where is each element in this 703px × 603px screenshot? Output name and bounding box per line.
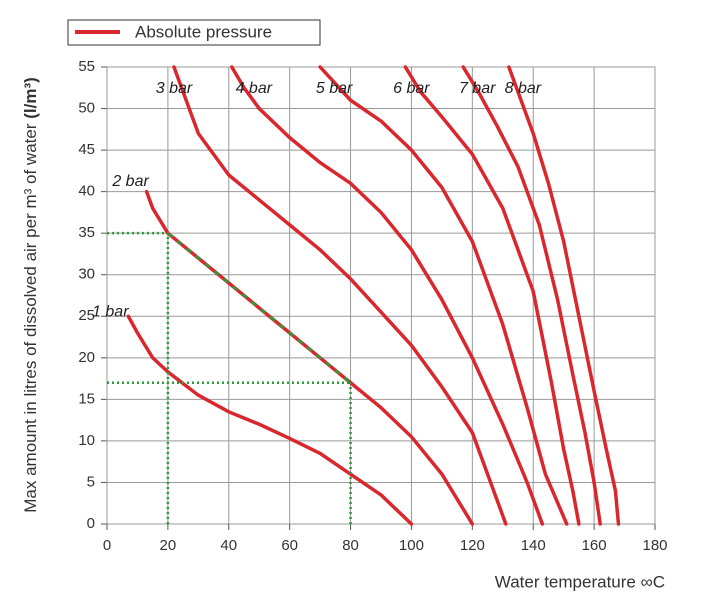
x-tick-label: 40: [220, 537, 237, 554]
pressure-curve: [230, 65, 545, 526]
curve-label: 3 bar: [156, 80, 193, 97]
curve-label: 2 bar: [111, 173, 149, 190]
x-axis-label: Water temperature ∞C: [495, 572, 665, 591]
x-tick-label: 140: [521, 537, 546, 554]
x-tick-label: 160: [582, 537, 607, 554]
x-tick-label: 80: [342, 537, 359, 554]
pressure-curve: [403, 65, 581, 526]
y-axis-label: Max amount in litres of dissolved air pe…: [21, 77, 40, 513]
y-axis-unit: (l/m³): [21, 77, 40, 119]
y-tick-label: 50: [78, 100, 95, 117]
curve-label: 5 bar: [316, 80, 353, 97]
y-tick-label: 0: [87, 515, 95, 532]
y-tick-label: 20: [78, 349, 95, 366]
y-tick-label: 25: [78, 307, 95, 324]
x-tick-label: 20: [160, 537, 177, 554]
pressure-curve: [126, 314, 414, 526]
curve-label: 4 bar: [236, 80, 273, 97]
x-tick-label: 120: [460, 537, 485, 554]
x-tick-label: 0: [103, 537, 111, 554]
pressure-curve: [461, 65, 602, 526]
plot-frame: [106, 66, 656, 525]
y-tick-label: 15: [78, 390, 95, 407]
y-tick-label: 45: [78, 141, 95, 158]
pressure-curve: [172, 65, 508, 526]
pressure-curve: [507, 65, 621, 526]
curve-label: 7 bar: [459, 80, 496, 97]
curve-label: 1 bar: [92, 303, 129, 320]
y-axis-label-text: Max amount in litres of dissolved air pe…: [21, 123, 40, 513]
y-tick-label: 30: [78, 266, 95, 283]
guide-curve: [167, 232, 352, 384]
x-tick-label: 60: [281, 537, 298, 554]
y-tick-label: 55: [78, 58, 95, 75]
x-tick-label: 100: [399, 537, 424, 554]
y-tick-label: 40: [78, 183, 95, 200]
curve-label: 8 bar: [505, 80, 542, 97]
pressure-curve: [318, 65, 569, 526]
x-tick-label: 180: [642, 537, 667, 554]
y-tick-label: 5: [87, 473, 95, 490]
legend-label: Absolute pressure: [135, 22, 272, 41]
curve-label: 6 bar: [393, 80, 430, 97]
y-tick-label: 35: [78, 224, 95, 241]
y-tick-label: 10: [78, 432, 95, 449]
